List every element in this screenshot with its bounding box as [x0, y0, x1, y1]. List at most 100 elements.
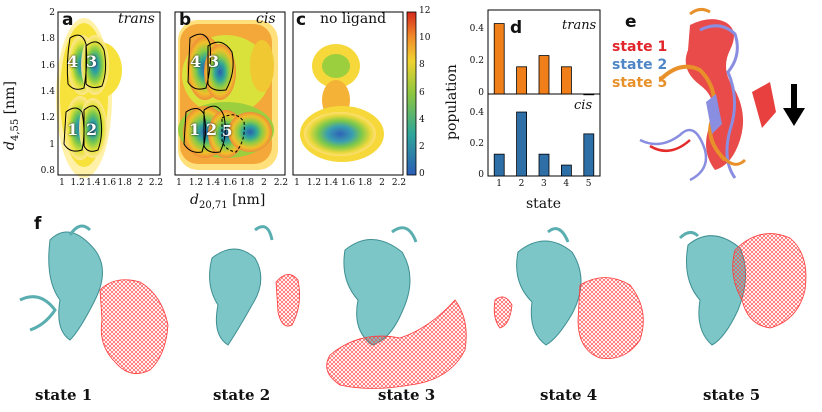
bar-ytick: 0.4: [469, 107, 484, 118]
legend-state-2: state 2: [612, 57, 668, 73]
protein-overlay-e: [639, 7, 776, 182]
bar-ylabel: population: [444, 64, 460, 140]
panel-d-tag-cis: cis: [574, 98, 593, 113]
state-label-a-1: 1: [67, 120, 79, 139]
bar-cis-2: [516, 111, 527, 177]
structure-state-2: [209, 225, 300, 346]
heatmap-xtick: 2: [379, 178, 385, 188]
bar-ytick: 0: [478, 88, 484, 98]
legend-state-1: state 1: [612, 39, 668, 55]
colorbar-tick: 10: [419, 33, 431, 44]
bar-xlabel: state: [526, 196, 562, 212]
heatmap-xtick: 1: [59, 178, 65, 188]
structure-legend: state 1 state 2 state 5: [612, 38, 667, 92]
heatmap-xtick: 1.6: [222, 178, 238, 188]
panel-letter-a: a: [62, 10, 74, 30]
structure-state-5: [678, 231, 807, 346]
bar-xtick: 3: [541, 179, 547, 189]
legend-state-5: state 5: [612, 75, 668, 91]
colorbar-tick: 12: [419, 6, 431, 16]
heatmap-ylabel: d4,55 [nm]: [2, 81, 21, 150]
structure-label-2: state 2: [213, 386, 271, 404]
colorbar-tick: 0: [419, 169, 425, 179]
heatmap-xtick: 1: [176, 178, 182, 188]
heatmap-xtick: 2: [137, 178, 144, 188]
bar-xtick: 2: [518, 179, 525, 189]
panel-letter-c: c: [296, 10, 307, 30]
heatmap-xtick: 1.2: [70, 178, 85, 188]
heatmap-ytick: 1.4: [40, 87, 55, 97]
bar-ytick: 0: [478, 170, 484, 180]
state-label-a-2: 2: [86, 120, 98, 139]
state-label-b-4: 4: [190, 52, 202, 71]
bar-ytick: 0.4: [469, 24, 484, 34]
bar-xtick: 1: [496, 179, 502, 189]
structure-label-3: state 3: [378, 386, 436, 404]
heatmap-ytick: 1.2: [40, 113, 55, 124]
panel-b-tag: cis: [256, 11, 276, 27]
heatmap-ytick: 2: [49, 8, 55, 18]
colorbar-tick: 8: [419, 60, 425, 71]
heatmap-xtick: 1: [294, 178, 300, 188]
colorbar-tick: 6: [419, 87, 425, 98]
bar-chart: [493, 23, 595, 177]
heatmap-xtick: 1.4: [86, 178, 101, 188]
heatmap-xtick: 1.6: [340, 178, 356, 188]
colorbar-tick: 4: [419, 114, 425, 125]
state-label-b-5: 5: [222, 122, 233, 140]
bar-trans-5: [583, 93, 595, 96]
bar-trans-2: [516, 66, 527, 95]
structure-label-5: state 5: [703, 386, 761, 404]
state-label-b-3: 3: [208, 52, 220, 71]
panel-letter-f: f: [34, 214, 42, 234]
bar-xtick: 5: [585, 179, 592, 189]
panel-d-tag-trans: trans: [562, 18, 597, 33]
bar-cis-4: [561, 164, 572, 177]
bar-trans-4: [561, 66, 572, 95]
bar-cis-5: [583, 133, 595, 177]
panel-c-tag: no ligand: [320, 11, 387, 27]
heatmap-xtick: 1.4: [323, 178, 339, 188]
state-label-a-3: 3: [86, 52, 98, 71]
colorbar: [406, 11, 417, 176]
structure-state-3: [326, 226, 467, 389]
heatmap-ytick: 1.8: [40, 34, 55, 45]
heatmap-xtick: 2.2: [391, 178, 407, 188]
down-arrow-icon: [783, 84, 805, 126]
heatmap-xtick: 1.8: [117, 178, 132, 188]
state-label-b-1: 1: [189, 120, 201, 139]
heatmap-a: [56, 11, 161, 178]
heatmap-xtick: 1.2: [188, 178, 204, 188]
state-label-b-2: 2: [206, 120, 218, 139]
panel-letter-d: d: [510, 18, 523, 38]
panel-letter-e: e: [625, 12, 637, 32]
heatmap-xtick: 1.2: [306, 178, 322, 188]
heatmap-ytick: 1: [49, 139, 55, 150]
bar-ytick: 0.2: [469, 56, 484, 66]
heatmap-xtick: 2: [261, 178, 267, 188]
heatmap-xtick: 1.6: [101, 178, 117, 188]
heatmap-xtick: 1.4: [205, 178, 221, 188]
bar-trans-1: [493, 23, 505, 95]
bar-cis-3: [538, 153, 550, 177]
bar-ytick: 0.2: [469, 138, 484, 149]
bar-trans-3: [538, 55, 550, 95]
heatmap-xtick: 1.8: [239, 178, 255, 188]
heatmap-b: [174, 11, 286, 176]
bar-xtick: 4: [563, 179, 570, 189]
heatmap-ytick: 0.8: [40, 166, 55, 176]
panel-a-tag: trans: [118, 11, 155, 27]
colorbar-tick: 2: [419, 141, 425, 152]
heatmap-xtick: 2.2: [273, 178, 289, 188]
heatmap-xtick: 1.8: [357, 178, 373, 188]
heatmap-xtick: 2.2: [148, 178, 164, 188]
state-label-a-4: 4: [67, 52, 79, 71]
structure-label-4: state 4: [540, 386, 598, 404]
panel-letter-b: b: [179, 10, 192, 30]
bar-cis-1: [493, 153, 505, 177]
heatmap-ytick: 1.6: [40, 60, 55, 71]
heatmap-xlabel: d20,71 [nm]: [190, 192, 266, 211]
structure-label-1: state 1: [35, 386, 93, 404]
structure-state-1: [19, 224, 169, 374]
